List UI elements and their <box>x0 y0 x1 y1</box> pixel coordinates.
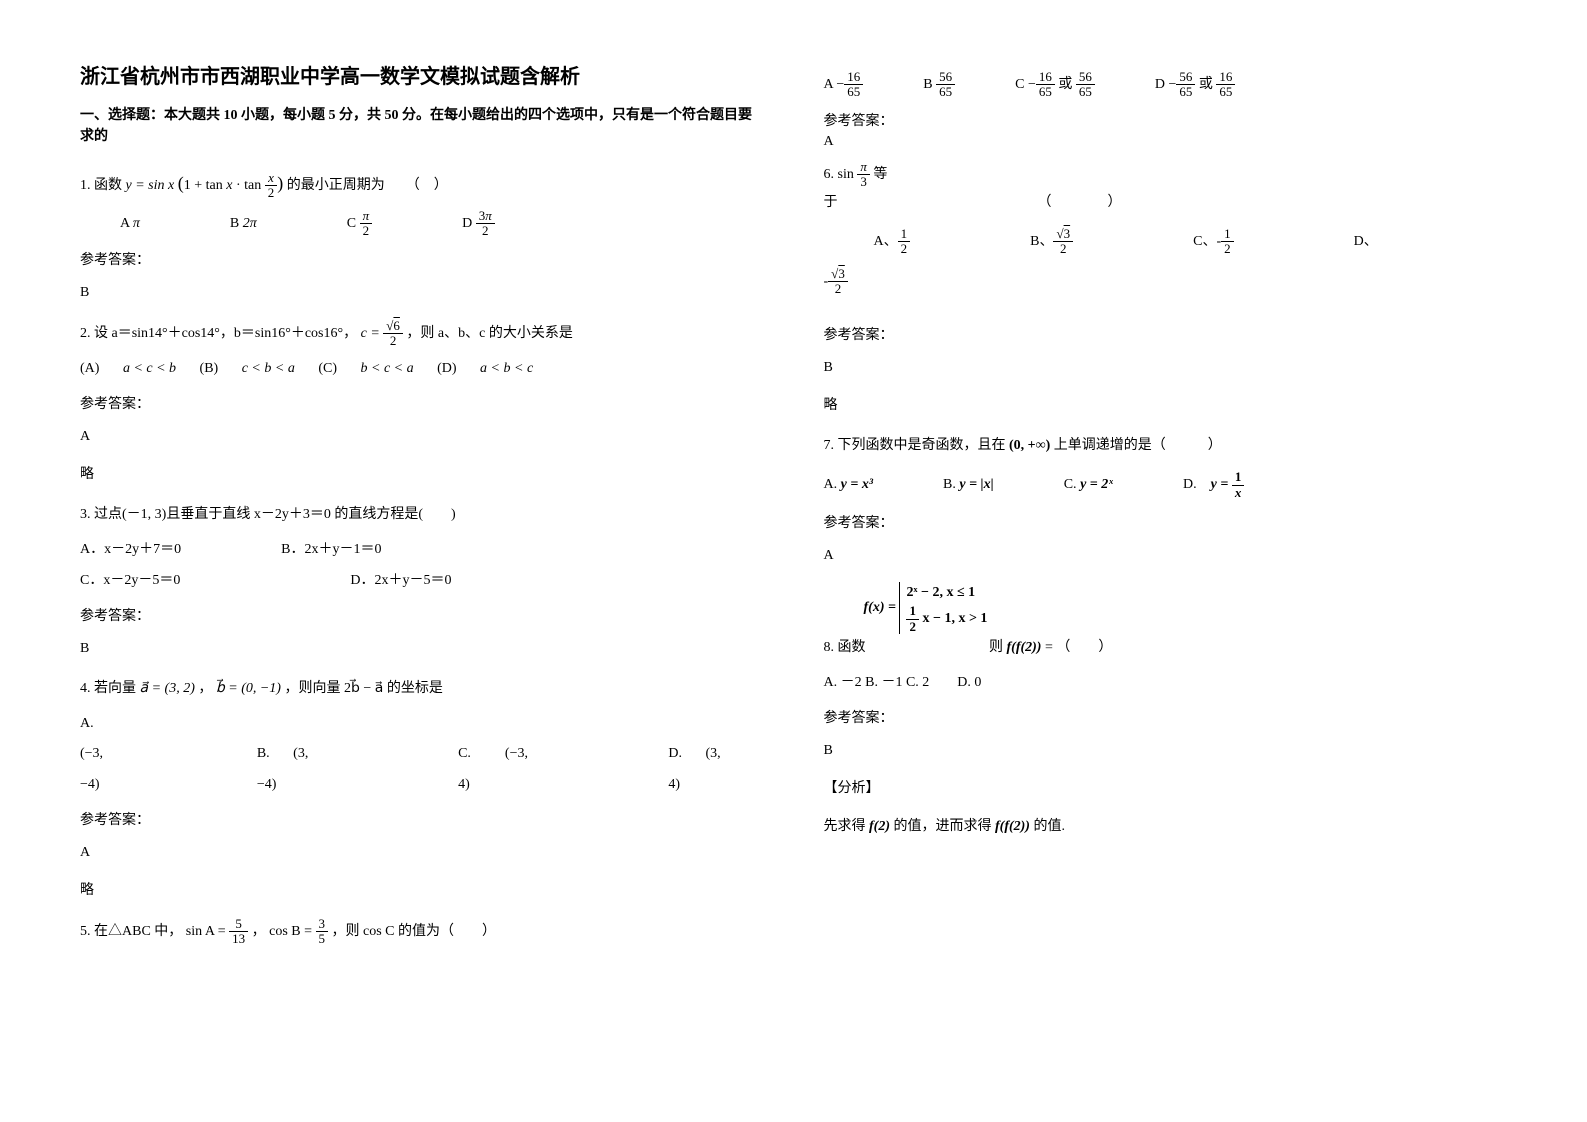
answer-label: 参考答案： <box>824 322 1508 350</box>
q8-cases: 2ˣ − 2, x ≤ 1 12 x − 1, x > 1 <box>899 582 987 634</box>
q8-analysis-label: 【分析】 <box>824 775 1508 803</box>
q6-expr: sin π3 <box>838 167 870 182</box>
q2-tail: ，则 a、b、c 的大小关系是 <box>406 326 572 341</box>
q6-tail: 等 <box>873 167 887 182</box>
answer-label: 参考答案： <box>824 510 1508 538</box>
page-title: 浙江省杭州市市西湖职业中学高一数学文模拟试题含解析 <box>80 60 764 89</box>
q4-note: 略 <box>80 877 764 905</box>
q3-options: A．x－2y＋7＝0 B．2x＋y－1＝0 C．x－2y－5＝0 D．2x＋y－… <box>80 535 764 597</box>
q5-answer: A <box>824 134 1508 150</box>
answer-label: 参考答案： <box>80 807 764 835</box>
question-1: 1. 函数 y = sin x (1 + tan x · tan x2) 的最小… <box>80 165 764 307</box>
q6-answer: B <box>824 354 1508 382</box>
q4-a: a⃗ = (3, 2) <box>140 681 195 696</box>
q7-answer: A <box>824 542 1508 570</box>
answer-label: 参考答案： <box>824 110 1508 130</box>
q5-cosB: cos B = 35 <box>269 924 328 939</box>
q1-prefix: 1. 函数 <box>80 178 122 193</box>
q6-prefix: 6. <box>824 167 835 182</box>
question-6: 6. sin π3 等 于 （ ） A、12 B、√32 C、-12 D、 -√… <box>824 160 1508 421</box>
section-description: 一、选择题：本大题共 10 小题，每小题 5 分，共 50 分。在每小题给出的四… <box>80 105 764 147</box>
answer-label: 参考答案： <box>80 391 764 419</box>
q7-text-b: 上单调递增的是（ ） <box>1054 438 1222 453</box>
q5-prefix: 5. 在△ABC 中， <box>80 924 182 939</box>
answer-label: 参考答案： <box>80 247 764 275</box>
q4-b: b⃗ = (0, −1) <box>216 681 281 696</box>
q5-tail: ，则 cos C 的值为（ ） <box>332 924 497 939</box>
question-8: f(x) = 2ˣ − 2, x ≤ 1 12 x − 1, x > 1 8. … <box>824 582 1508 841</box>
q1-answer: B <box>80 279 764 307</box>
q6-optD-extra: -√32 <box>824 267 1508 297</box>
right-column: A −1665 B 5665 C −1665 或 5665 D −5665 或 … <box>794 60 1538 1082</box>
answer-label: 参考答案： <box>824 705 1508 733</box>
question-4: 4. 若向量 a⃗ = (3, 2) ， b⃗ = (0, −1) ，则向量 2… <box>80 675 764 905</box>
q2-text: 2. 设 a＝sin14°＋cos14°，b＝sin16°＋cos16°， <box>80 326 357 341</box>
q5-sinA: sin A = 513 <box>186 924 248 939</box>
question-7: 7. 下列函数中是奇函数，且在 (0, +∞) 上单调递增的是（ ） A. y … <box>824 432 1508 570</box>
answer-label: 参考答案： <box>80 603 764 631</box>
q1-tail: 的最小正周期为 （ ） <box>287 178 448 193</box>
q8-options: A. －2 B. －1 C. 2 D. 0 <box>824 668 1508 699</box>
q3-answer: B <box>80 635 764 663</box>
q4-tail: ，则向量 2b⃗ − a⃗ 的坐标是 <box>284 681 442 696</box>
q5-options: A −1665 B 5665 C −1665 或 5665 D −5665 或 … <box>824 70 1508 100</box>
left-column: 浙江省杭州市市西湖职业中学高一数学文模拟试题含解析 一、选择题：本大题共 10 … <box>50 60 794 1082</box>
q4-prefix: 4. 若向量 <box>80 681 136 696</box>
q7-options: A. y = x³ B. y = |x| C. y = 2ˣ D. y = 1x <box>824 470 1508 500</box>
q2-c: c = √62 <box>361 326 403 341</box>
question-3: 3. 过点(－1, 3)且垂直于直线 x－2y＋3＝0 的直线方程是( ) A．… <box>80 501 764 663</box>
q2-answer: A <box>80 423 764 451</box>
q4-options: A.(−3, −4) B. (3, −4) C. (−3, 4) D. (3, … <box>80 709 764 801</box>
q2-note: 略 <box>80 461 764 489</box>
q8-analysis: 先求得 f(2) 的值，进而求得 f(f(2)) 的值. <box>824 813 1508 841</box>
q6-note: 略 <box>824 392 1508 420</box>
q4-answer: A <box>80 839 764 867</box>
q7-interval: (0, +∞) <box>1009 438 1050 453</box>
question-2: 2. 设 a＝sin14°＋cos14°，b＝sin16°＋cos16°， c … <box>80 319 764 489</box>
q8-prefix: 8. 函数 <box>824 640 866 655</box>
q3-text: 3. 过点(－1, 3)且垂直于直线 x－2y＋3＝0 的直线方程是( ) <box>80 501 764 529</box>
q1-expr: y = sin x (1 + tan x · tan x2) <box>126 178 287 193</box>
q7-text-a: 7. 下列函数中是奇函数，且在 <box>824 438 1006 453</box>
q2-options: (A) a < c < b (B) c < b < a (C) b < c < … <box>80 354 764 385</box>
question-5: 5. 在△ABC 中， sin A = 513 ， cos B = 35 ，则 … <box>80 917 764 947</box>
q1-options: A π B 2π C π2 D 3π2 <box>120 209 764 239</box>
q8-answer: B <box>824 737 1508 765</box>
q6-options: A、12 B、√32 C、-12 D、 <box>824 227 1508 257</box>
